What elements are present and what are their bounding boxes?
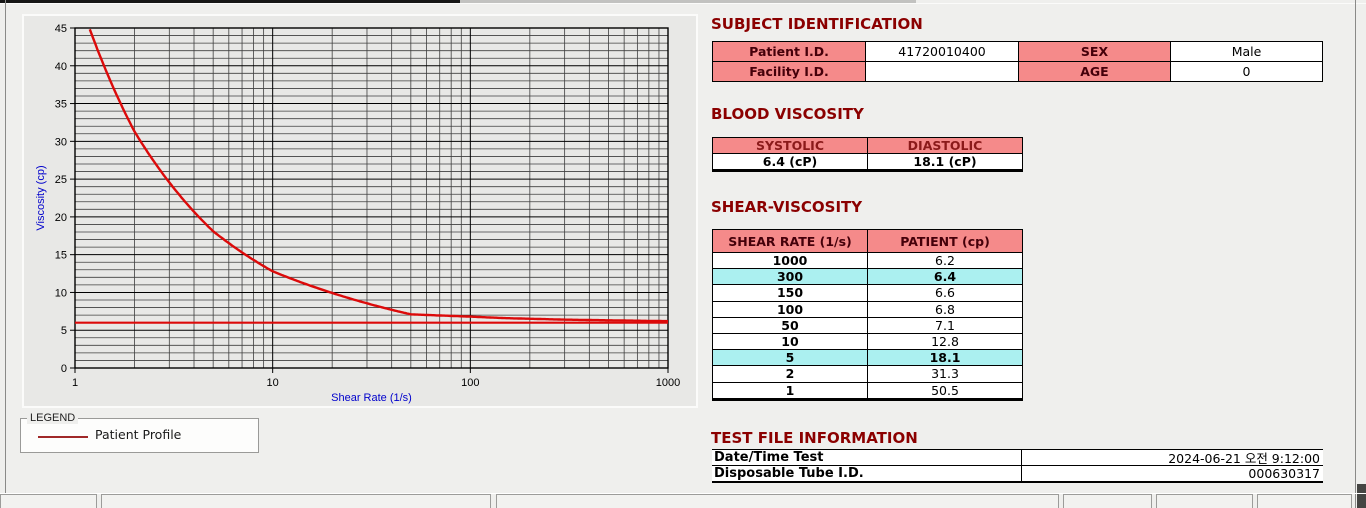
shear-rate-cell: 300 bbox=[713, 269, 867, 285]
bottom-panel-segment[interactable] bbox=[496, 494, 1059, 508]
systolic-header: SYSTOLIC bbox=[713, 138, 867, 153]
test-file-table: Date/Time Test 2024-06-21 오전 9:12:00 Dis… bbox=[712, 449, 1323, 483]
window-resize-corner bbox=[1357, 484, 1366, 508]
bottom-panel-segment[interactable] bbox=[1257, 494, 1352, 508]
shear-viscosity-table: SHEAR RATE (1/s) PATIENT (cp) 1000 6.2 300… bbox=[712, 229, 1023, 401]
bottom-panel-segment[interactable] bbox=[1156, 494, 1253, 508]
viscosity-chart: 0 5 10 15 20 25 30 35 40 45 1 10 100 1000 Shear Rate (… bbox=[35, 23, 680, 404]
window-left-border bbox=[5, 0, 6, 508]
patient-value-cell: 50.5 bbox=[868, 382, 1022, 398]
age-value: 0 bbox=[1171, 62, 1322, 81]
svg-text:1000: 1000 bbox=[656, 377, 680, 389]
sex-label: SEX bbox=[1019, 42, 1170, 61]
age-label: AGE bbox=[1019, 62, 1170, 81]
svg-text:0: 0 bbox=[61, 363, 67, 375]
diastolic-value: 18.1 (cP) bbox=[868, 154, 1022, 169]
bottom-strip-highlight bbox=[0, 493, 1366, 494]
sex-value: Male bbox=[1171, 42, 1322, 61]
patient-value-cell: 12.8 bbox=[868, 333, 1022, 350]
x-axis-title: Shear Rate (1/s) bbox=[331, 392, 412, 404]
blood-viscosity-table: SYSTOLIC DIASTOLIC 6.4 (cP) 18.1 (cP) bbox=[712, 137, 1023, 172]
legend-box: LEGEND Patient Profile bbox=[20, 412, 259, 453]
patient-value-cell: 6.8 bbox=[868, 301, 1022, 317]
shear-rate-cell: 150 bbox=[713, 285, 867, 301]
shear-rate-cell: 2 bbox=[713, 366, 867, 382]
chart-grid bbox=[74, 27, 669, 369]
patient-profile-curve bbox=[88, 28, 669, 323]
patient-value-cell: 31.3 bbox=[868, 366, 1022, 382]
y-axis-title: Viscosity (cp) bbox=[35, 165, 47, 230]
patient-id-label: Patient I.D. bbox=[713, 42, 865, 61]
bottom-panel-segment[interactable] bbox=[0, 494, 97, 508]
svg-text:100: 100 bbox=[461, 377, 479, 389]
section-title-test-file-information: TEST FILE INFORMATION bbox=[711, 429, 918, 447]
shear-rate-cell: 1 bbox=[713, 382, 867, 398]
svg-text:45: 45 bbox=[55, 23, 67, 35]
svg-text:1: 1 bbox=[72, 377, 78, 389]
svg-text:10: 10 bbox=[55, 287, 67, 299]
svg-text:25: 25 bbox=[55, 174, 67, 186]
shear-rate-header: SHEAR RATE (1/s) bbox=[713, 230, 867, 252]
systolic-value: 6.4 (cP) bbox=[713, 154, 867, 169]
section-title-blood-viscosity: BLOOD VISCOSITY bbox=[711, 105, 864, 123]
legend-entry-label: Patient Profile bbox=[95, 427, 182, 442]
patient-value-cell: 6.2 bbox=[868, 253, 1022, 269]
top-edge-highlight bbox=[0, 3, 1366, 4]
top-edge-mid-strip bbox=[460, 0, 916, 3]
facility-id-value bbox=[866, 62, 1018, 81]
legend-caption: LEGEND bbox=[27, 412, 79, 424]
window-right-border bbox=[1355, 0, 1356, 508]
top-edge-dark-strip bbox=[0, 0, 460, 3]
date-time-value: 2024-06-21 오전 9:12:00 bbox=[1168, 451, 1320, 466]
tube-id-value: 000630317 bbox=[1248, 466, 1320, 481]
table-row: Disposable Tube I.D. 000630317 bbox=[712, 466, 1323, 483]
table-row: Date/Time Test 2024-06-21 오전 9:12:00 bbox=[712, 450, 1323, 466]
patient-value-cell: 6.4 bbox=[868, 269, 1022, 285]
svg-text:35: 35 bbox=[55, 99, 67, 111]
legend-line-swatch bbox=[38, 436, 88, 438]
bottom-panel-segment[interactable] bbox=[101, 494, 491, 508]
svg-text:40: 40 bbox=[55, 61, 67, 73]
shear-rate-cell: 10 bbox=[713, 333, 867, 350]
patient-id-value: 41720010400 bbox=[866, 42, 1018, 61]
svg-text:20: 20 bbox=[55, 212, 67, 224]
svg-text:5: 5 bbox=[61, 325, 67, 337]
tube-id-label: Disposable Tube I.D. bbox=[712, 466, 1022, 481]
shear-rate-cell: 5 bbox=[713, 350, 867, 366]
patient-value-cell: 6.6 bbox=[868, 285, 1022, 301]
patient-value-cell: 7.1 bbox=[868, 317, 1022, 333]
shear-rate-cell: 1000 bbox=[713, 253, 867, 269]
date-time-label: Date/Time Test bbox=[712, 450, 1022, 465]
chart-panel: 0 5 10 15 20 25 30 35 40 45 1 10 100 1000 Shear Rate (… bbox=[22, 14, 698, 408]
chart-series bbox=[75, 28, 669, 324]
subject-id-table: Patient I.D. 41720010400 SEX Male Facili… bbox=[712, 41, 1323, 82]
section-title-subject-identification: SUBJECT IDENTIFICATION bbox=[711, 15, 923, 33]
section-title-shear-viscosity: SHEAR-VISCOSITY bbox=[711, 198, 863, 216]
facility-id-label: Facility I.D. bbox=[713, 62, 865, 81]
patient-value-cell: 18.1 bbox=[868, 350, 1022, 366]
patient-header: PATIENT (cp) bbox=[868, 230, 1022, 252]
chart-axes: 0 5 10 15 20 25 30 35 40 45 1 10 100 1000 Shear Rate (… bbox=[35, 23, 680, 404]
svg-text:15: 15 bbox=[55, 250, 67, 262]
bottom-panel-segment[interactable] bbox=[1063, 494, 1152, 508]
diastolic-header: DIASTOLIC bbox=[868, 138, 1022, 153]
shear-rate-cell: 50 bbox=[713, 317, 867, 333]
svg-text:10: 10 bbox=[267, 377, 279, 389]
shear-rate-cell: 100 bbox=[713, 301, 867, 317]
svg-text:30: 30 bbox=[55, 136, 67, 148]
